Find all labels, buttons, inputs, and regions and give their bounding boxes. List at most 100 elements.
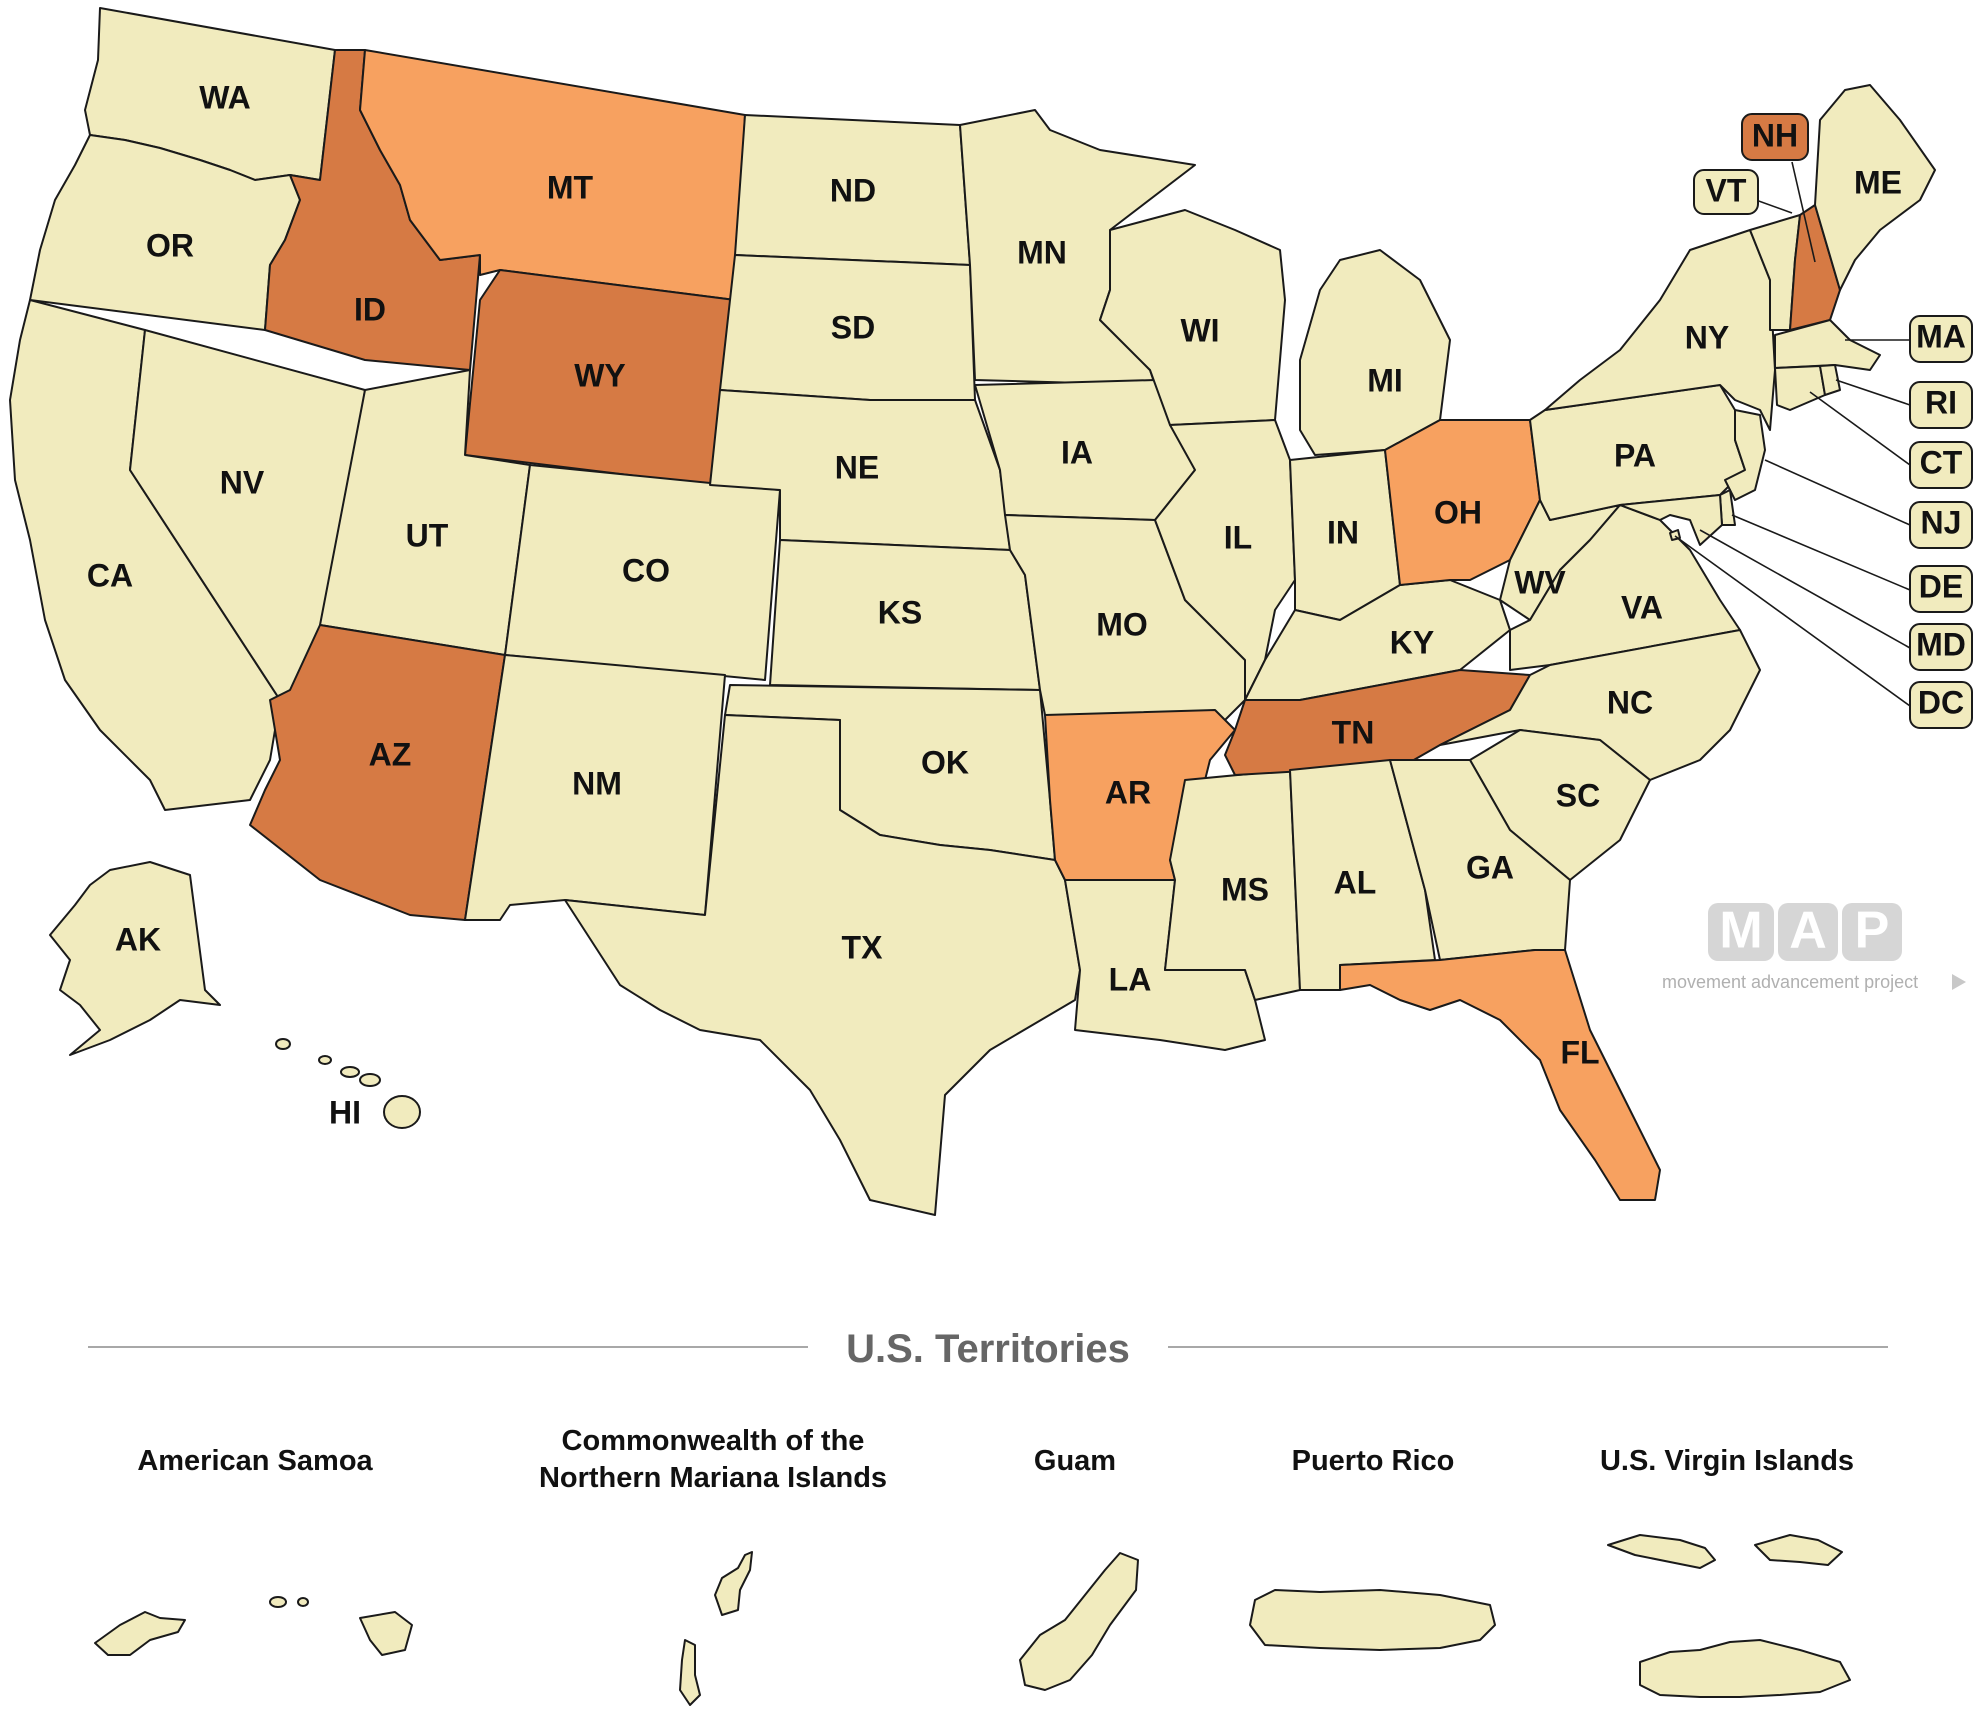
callout-label-MA: MA [1916,318,1966,354]
logo-letter-a: A [1789,902,1827,960]
territory-shape-american-samoa[interactable] [94,1596,413,1656]
state-label-TN: TN [1332,714,1375,750]
callout-box-RI[interactable] [1909,381,1973,429]
state-label-OR: OR [146,227,194,263]
state-label-FL: FL [1560,1034,1599,1070]
state-label-MI: MI [1367,362,1403,398]
state-label-OH: OH [1434,494,1482,530]
territories-title: U.S. Territories [846,1327,1130,1371]
state-label-WI: WI [1180,312,1219,348]
state-label-NM: NM [572,765,622,801]
state-label-MT: MT [547,169,594,205]
logo-letter-m: M [1719,902,1762,960]
state-label-CA: CA [87,557,133,593]
state-label-OK: OK [921,744,969,780]
territories-section: U.S. Territories American Samoa Commonwe… [88,1327,1888,1706]
territory-name-us-virgin-islands: U.S. Virgin Islands [1600,1445,1854,1477]
state-label-MO: MO [1096,606,1148,642]
state-shape-NM[interactable] [464,654,726,921]
state-label-AR: AR [1105,774,1151,810]
state-shape-RI[interactable] [1819,364,1841,396]
logo-tile-a [1778,903,1838,961]
state-shape-CO[interactable] [504,464,781,681]
state-label-WY: WY [574,357,626,393]
state-shape-VA[interactable] [1509,504,1741,671]
state-label-KY: KY [1390,624,1434,660]
state-shape-MI[interactable] [1299,249,1451,456]
callout-label-VT: VT [1706,172,1747,208]
callout-box-NJ[interactable] [1909,501,1973,549]
state-shape-CT[interactable] [1774,365,1826,411]
callout-box-DC[interactable] [1909,681,1973,729]
state-label-HI: HI [329,1094,361,1130]
state-shapes [9,7,1936,1216]
callout-label-DC: DC [1918,684,1964,720]
callout-box-DE[interactable] [1909,565,1973,613]
state-label-IA: IA [1061,434,1093,470]
territory-name-puerto-rico: Puerto Rico [1292,1445,1455,1477]
state-shape-FL[interactable] [1339,949,1661,1201]
state-label-IN: IN [1327,514,1359,550]
state-label-ID: ID [354,291,386,327]
state-label-UT: UT [406,517,449,553]
state-shape-AK[interactable] [49,861,221,1056]
state-label-WV: WV [1514,564,1566,600]
logo-letter-p: P [1855,902,1890,960]
state-label-GA: GA [1466,849,1514,885]
callout-label-NH: NH [1752,117,1798,153]
state-labels: WA OR CA NV ID MT WY UT CO AZ NM ND SD N… [87,79,1902,1130]
territory-shape-puerto-rico[interactable] [1249,1589,1496,1651]
state-label-SC: SC [1556,777,1600,813]
territory-name-cnmi-line1: Commonwealth of the [562,1425,865,1457]
callout-box-CT[interactable] [1909,441,1973,489]
callout-box-NH[interactable] [1741,113,1809,161]
state-label-NC: NC [1607,684,1653,720]
logo-tagline: movement advancement project [1662,972,1918,992]
state-label-NV: NV [220,464,265,500]
state-label-AK: AK [115,921,161,957]
callout-box-VT[interactable] [1693,169,1759,215]
state-shape-TX[interactable] [564,714,1081,1216]
callout-label-MD: MD [1916,626,1966,662]
play-arrow-icon [1952,974,1966,990]
territory-shape-guam[interactable] [1019,1552,1139,1691]
state-label-LA: LA [1109,961,1152,997]
state-shape-NJ[interactable] [1724,409,1766,501]
state-shape-HI[interactable] [275,1038,421,1129]
state-label-SD: SD [831,309,875,345]
callout-box-MA[interactable] [1909,315,1973,363]
state-label-TX: TX [842,929,884,965]
state-shape-NC[interactable] [1439,629,1761,781]
state-label-KS: KS [878,594,922,630]
logo-tile-p [1842,903,1902,961]
map-logo: M A P movement advancement project [1662,902,1966,992]
state-shape-ME[interactable] [1814,84,1936,291]
state-label-WA: WA [199,79,251,115]
callout-label-DE: DE [1919,568,1963,604]
logo-tile-m [1708,903,1774,961]
territory-name-cnmi-line2: Northern Mariana Islands [539,1462,887,1494]
callout-label-CT: CT [1920,444,1963,480]
callout-label-NJ: NJ [1921,504,1962,540]
callout-label-RI: RI [1925,384,1957,420]
state-label-MN: MN [1017,234,1067,270]
state-shape-MD[interactable] [1619,494,1723,546]
state-label-IL: IL [1224,519,1252,555]
state-label-ME: ME [1854,164,1902,200]
state-label-PA: PA [1614,437,1656,473]
state-label-NE: NE [835,449,879,485]
state-label-VA: VA [1621,589,1663,625]
state-label-AZ: AZ [369,736,412,772]
state-label-AL: AL [1334,864,1377,900]
territory-shape-cnmi[interactable] [679,1551,753,1706]
state-label-NY: NY [1685,319,1729,355]
callout-box-MD[interactable] [1909,623,1973,671]
state-label-MS: MS [1221,871,1269,907]
territory-name-guam: Guam [1034,1445,1116,1477]
state-label-CO: CO [622,552,670,588]
state-label-ND: ND [830,172,876,208]
territory-name-american-samoa: American Samoa [137,1445,373,1477]
territory-shape-us-virgin-islands[interactable] [1607,1534,1851,1698]
callouts: VT NH MA RI CT NJ DE MD DC [1674,113,1973,729]
